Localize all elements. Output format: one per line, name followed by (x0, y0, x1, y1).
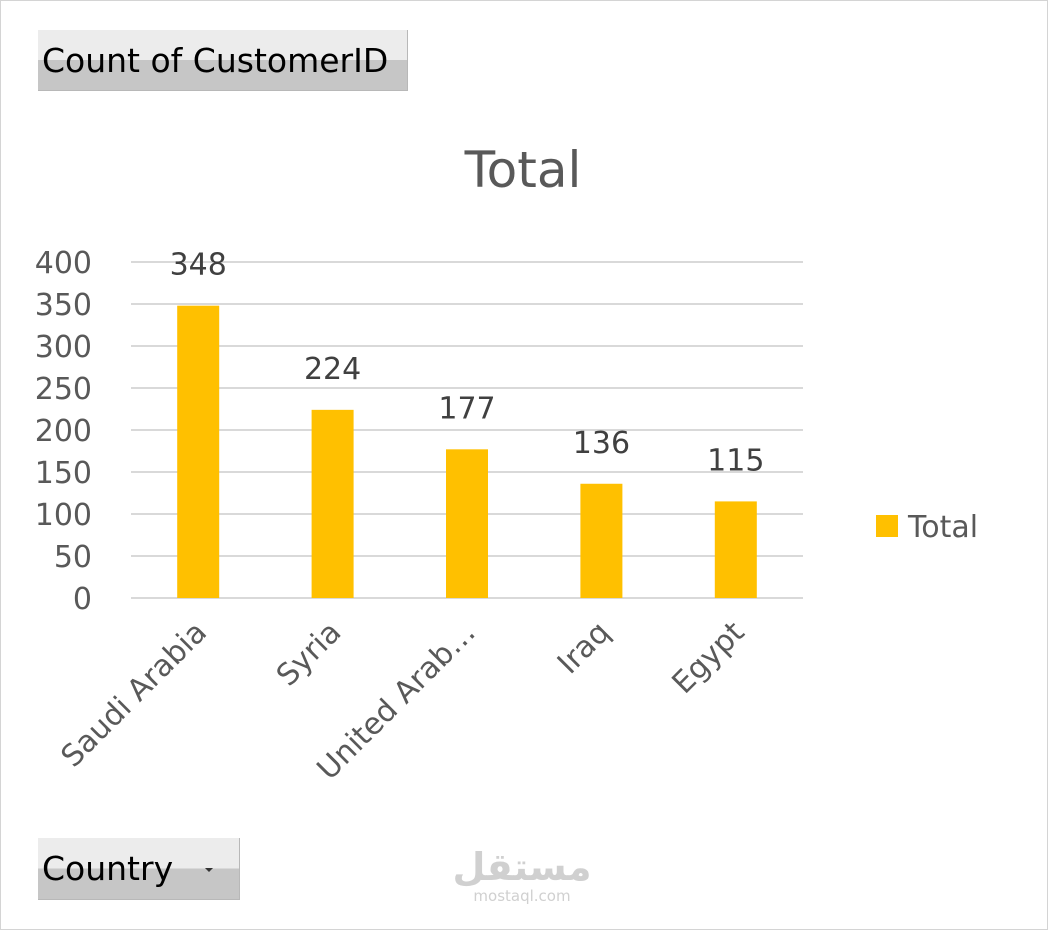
legend: Total (876, 510, 978, 545)
y-tick-label: 200 (35, 414, 92, 449)
bar (311, 409, 354, 598)
watermark-logo: مستقل (452, 845, 593, 889)
watermark-url: mostaql.com (473, 887, 571, 905)
y-tick-label: 100 (35, 498, 92, 533)
value-field-label: Count of CustomerID (42, 40, 389, 80)
y-axis-ticks: 0 50 100 150 200 250 300 350 400 (35, 246, 92, 617)
data-label: 136 (573, 426, 630, 461)
chart-title: Total (464, 141, 582, 199)
legend-swatch (876, 515, 898, 537)
bar (714, 501, 757, 598)
category-label: Syria (270, 615, 348, 693)
y-tick-label: 0 (73, 582, 92, 617)
y-tick-label: 150 (35, 456, 92, 491)
bar (446, 449, 488, 598)
y-tick-label: 400 (35, 246, 92, 281)
value-field-button[interactable]: Count of CustomerID (38, 30, 408, 91)
data-label: 177 (438, 391, 495, 426)
axis-field-button[interactable]: Country (38, 838, 240, 900)
bar (177, 305, 220, 598)
bar (580, 483, 623, 598)
y-tick-label: 50 (54, 540, 92, 575)
axis-field-label: Country (42, 849, 174, 888)
category-label: Egypt (665, 615, 751, 701)
y-tick-label: 350 (35, 288, 92, 323)
category-label: Saudi Arabia (55, 615, 214, 774)
data-label: 348 (170, 248, 227, 283)
watermark: مستقل mostaql.com (452, 845, 593, 905)
data-label: 224 (304, 352, 361, 387)
bars (177, 305, 757, 598)
y-tick-label: 300 (35, 330, 92, 365)
data-labels: 348 224 177 136 115 (170, 248, 765, 479)
data-label: 115 (707, 443, 764, 478)
dropdown-arrow-icon[interactable] (205, 868, 213, 872)
y-tick-label: 250 (35, 372, 92, 407)
legend-label: Total (907, 510, 978, 545)
category-label: Iraq (551, 615, 617, 681)
